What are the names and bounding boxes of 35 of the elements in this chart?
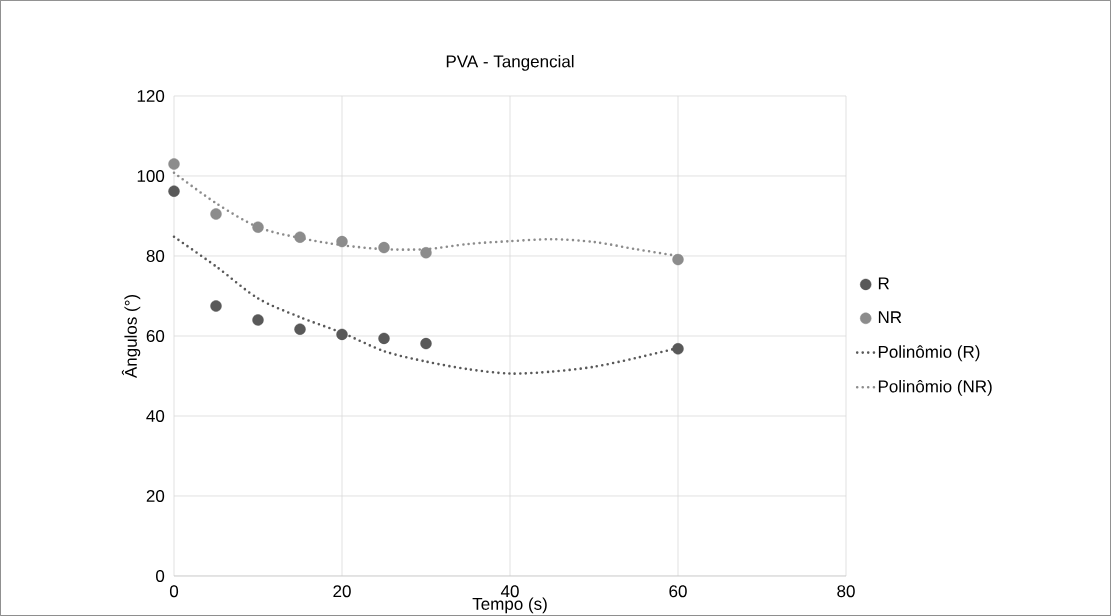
point — [420, 337, 432, 350]
legend-label: Polinômio (R) — [878, 345, 980, 362]
x-axis-title: Tempo (s) — [472, 597, 547, 614]
y-tick-label: 60 — [146, 329, 165, 343]
point — [294, 323, 306, 335]
point — [672, 343, 684, 355]
point — [210, 300, 222, 312]
y-axis-title: Ângulos (°) — [121, 294, 141, 379]
y-tick-label: 100 — [137, 169, 165, 183]
point — [252, 314, 264, 326]
x-tick-label: 40 — [500, 585, 519, 598]
legend-label: R — [878, 277, 889, 290]
point — [378, 332, 390, 345]
point — [672, 253, 684, 266]
point — [336, 328, 348, 341]
y-tick-label: 20 — [146, 489, 165, 503]
x-tick-label: 20 — [333, 585, 351, 598]
y-tick-label: 40 — [146, 409, 165, 423]
point — [168, 158, 180, 170]
legend-label: NR — [878, 311, 902, 324]
point — [336, 235, 348, 248]
point — [252, 221, 264, 233]
point — [378, 241, 390, 254]
legend-label: Polinômio (NR) — [878, 379, 992, 396]
point — [210, 208, 222, 220]
point — [294, 231, 306, 243]
x-tick-label: 60 — [669, 585, 687, 598]
chart-title: PVA - Tangencial — [446, 54, 574, 71]
x-tick-label: 80 — [837, 585, 855, 598]
point — [168, 185, 180, 197]
point — [420, 247, 432, 259]
y-tick-label: 80 — [146, 249, 165, 263]
x-tick-label: 0 — [169, 585, 179, 598]
y-tick-label: 0 — [156, 569, 165, 583]
y-tick-label: 120 — [137, 89, 165, 103]
